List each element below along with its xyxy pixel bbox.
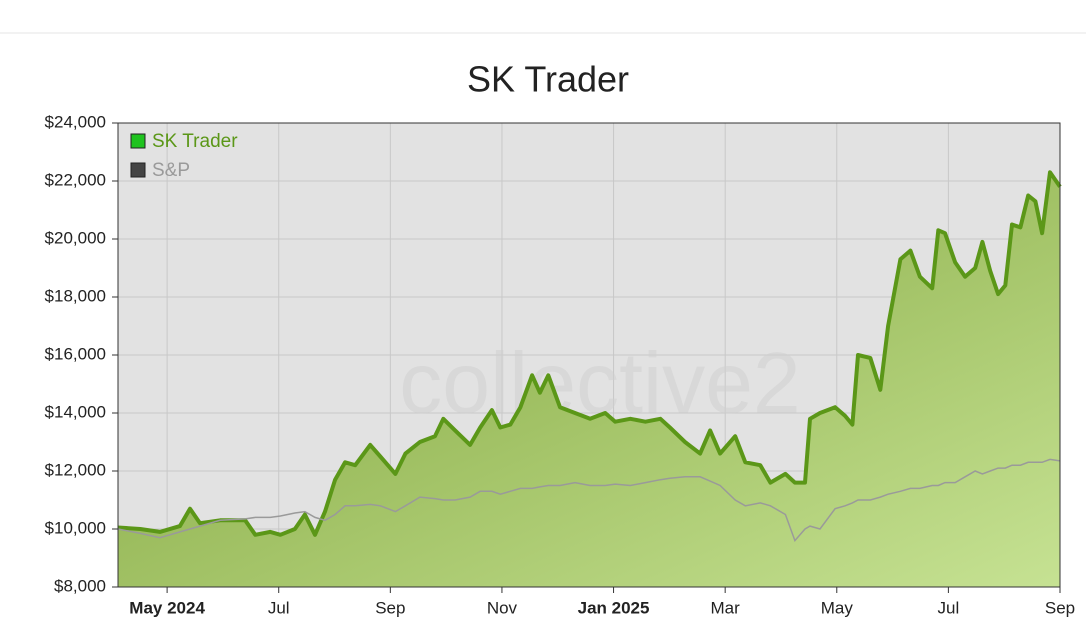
legend-swatch	[130, 162, 146, 178]
y-tick-label: $16,000	[45, 344, 106, 363]
series-line	[117, 170, 1062, 537]
series-line	[117, 458, 1061, 543]
x-tick-label: Sep	[1045, 598, 1075, 617]
chart-title: SK Trader	[467, 59, 629, 100]
legend-swatch	[130, 133, 146, 149]
x-tick-label: Mar	[711, 598, 741, 617]
x-tick-label: May	[821, 598, 854, 617]
y-tick-label: $12,000	[45, 460, 106, 479]
legend-label: S&P	[152, 160, 190, 181]
y-tick-label: $20,000	[45, 228, 106, 247]
legend-label: SK Trader	[152, 131, 238, 152]
y-tick-label: $8,000	[54, 576, 106, 595]
y-tick-label: $14,000	[45, 402, 106, 421]
x-tick-label: Jul	[268, 598, 290, 617]
y-tick-label: $22,000	[45, 170, 106, 189]
x-tick-label: Jan 2025	[578, 598, 650, 617]
y-tick-label: $24,000	[45, 112, 106, 131]
x-tick-label: Nov	[487, 598, 518, 617]
x-tick-label: May 2024	[129, 598, 205, 617]
area	[118, 172, 1060, 588]
y-tick-label: $18,000	[45, 286, 106, 305]
y-tick-label: $10,000	[45, 518, 106, 537]
x-tick-label: Jul	[938, 598, 960, 617]
x-tick-label: Sep	[375, 598, 405, 617]
